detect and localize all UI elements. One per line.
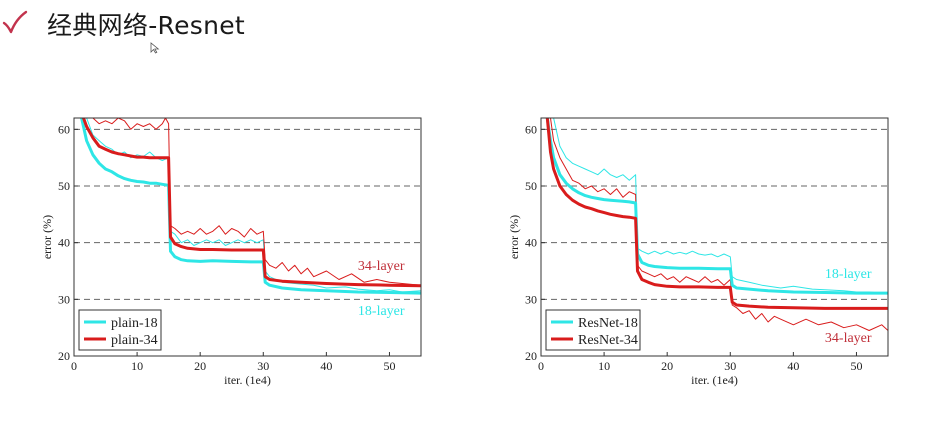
y-tick-label: 40	[58, 236, 70, 250]
x-tick-label: 0	[71, 359, 77, 373]
x-tick-label: 30	[724, 359, 736, 373]
axes-frame	[540, 117, 889, 357]
legend-label: ResNet-18	[578, 316, 638, 331]
resnet-chart: 0 10 20 30 40 50 20 30 40 50 60 iter. (1e4) error (%…	[507, 117, 889, 387]
x-tick-label: 20	[661, 359, 673, 373]
x-tick-label: 40	[787, 359, 799, 373]
series-line-resnet-18-train	[553, 118, 888, 295]
legend-box	[78, 309, 162, 351]
series-line-plain-34-val	[82, 118, 421, 288]
series-line-plain-34-train	[92, 118, 421, 286]
x-tick-label: 50	[383, 359, 395, 373]
x-tick-label: 50	[850, 359, 862, 373]
y-tick-label: 60	[58, 122, 70, 136]
x-tick-label: 0	[538, 359, 544, 373]
annotation-label: 18-layer	[358, 304, 405, 319]
y-tick-label: 20	[525, 349, 537, 363]
x-tick-label: 10	[598, 359, 610, 373]
slide-title: 经典网络-Resnet	[47, 11, 246, 40]
y-tick-label: 60	[525, 122, 537, 136]
x-tick-label: 30	[257, 359, 269, 373]
y-tick-label: 50	[525, 179, 537, 193]
chart-legend: plain-18 plain-34	[78, 309, 162, 351]
checkmark-icon	[2, 10, 28, 34]
series-line-resnet-34-train	[550, 118, 888, 331]
y-axis-label: error (%)	[40, 215, 54, 259]
x-axis-label: iter. (1e4)	[224, 373, 271, 387]
x-tick-label: 40	[320, 359, 332, 373]
legend-label: plain-34	[111, 333, 158, 348]
y-axis-label: error (%)	[507, 215, 521, 259]
y-tick-label: 30	[58, 292, 70, 306]
plain-networks-chart: 0 10 20 30 40 50 20 30 40 50 60 iter. (1e4) error (%…	[40, 117, 422, 387]
series-line-resnet-34-val	[545, 118, 888, 310]
mouse-pointer-icon	[150, 42, 160, 54]
legend-label: plain-18	[111, 316, 158, 331]
y-tick-label: 20	[58, 349, 70, 363]
plot-area	[80, 118, 421, 295]
chart-legend: ResNet-18 ResNet-34	[545, 309, 641, 351]
x-axis-label: iter. (1e4)	[691, 373, 738, 387]
y-tick-label: 50	[58, 179, 70, 193]
legend-label: ResNet-34	[578, 333, 638, 348]
y-tick-label: 40	[525, 236, 537, 250]
annotation-label: 34-layer	[358, 259, 405, 274]
slide-header: 经典网络-Resnet	[0, 0, 943, 54]
x-tick-label: 20	[194, 359, 206, 373]
plot-area	[545, 118, 888, 331]
axes-frame	[73, 117, 422, 357]
legend-box	[545, 309, 641, 351]
annotation-label: 18-layer	[825, 267, 872, 282]
y-tick-label: 30	[525, 292, 537, 306]
x-tick-label: 10	[131, 359, 143, 373]
annotation-label: 34-layer	[825, 331, 872, 346]
series-line-plain-18-val	[80, 118, 421, 295]
